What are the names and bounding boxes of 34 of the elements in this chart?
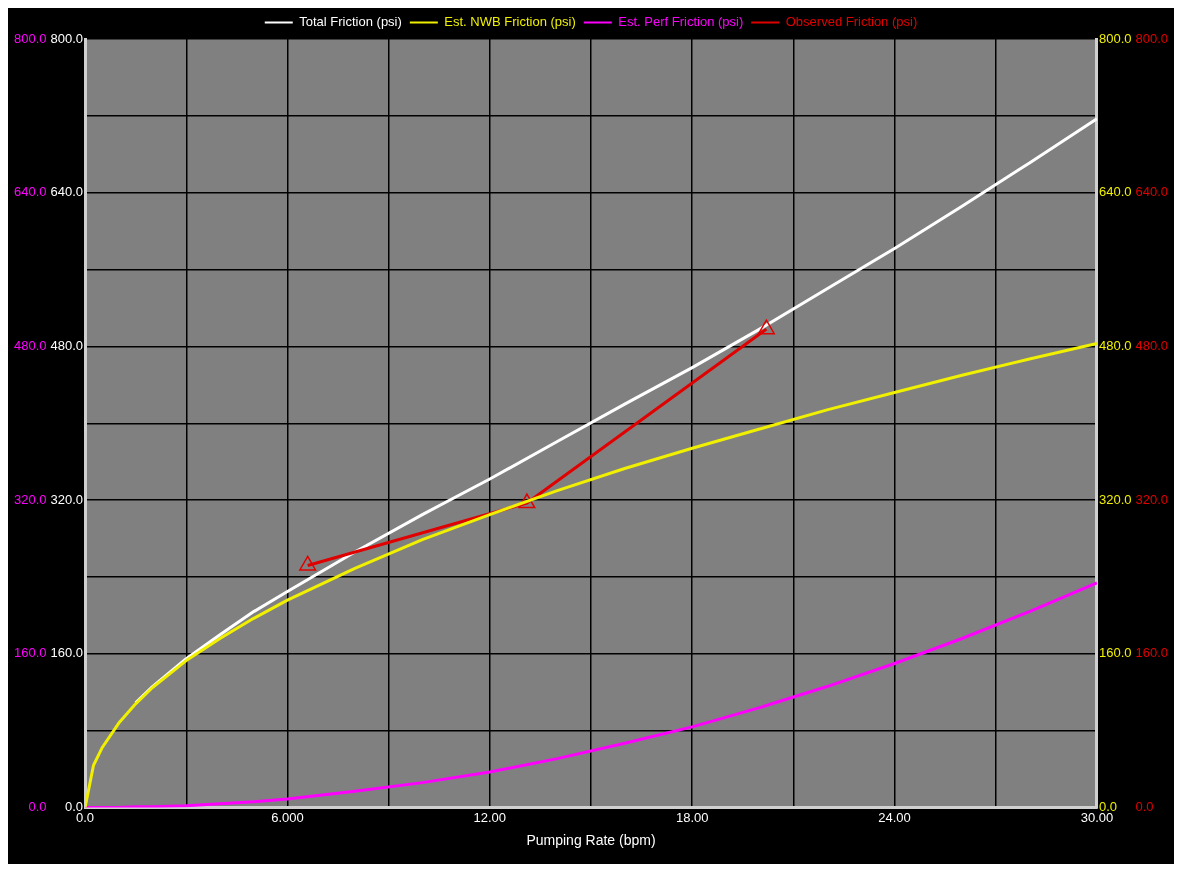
point	[518, 493, 536, 509]
y2-tick-label: 320.0	[1098, 491, 1132, 507]
y2-tick-label: 160.0	[1098, 645, 1132, 661]
y-tick-label: 160.0	[50, 645, 84, 661]
y2-tick-label: 640.0	[1098, 184, 1132, 200]
point	[757, 319, 775, 335]
y3-tick-label: 640.0	[13, 184, 47, 200]
text: 0.0	[1135, 799, 1154, 815]
legend-label: Est. Perf Friction (psi)	[618, 14, 744, 30]
text: 160.0	[1135, 645, 1169, 661]
x-tick-label: 6.000	[271, 809, 304, 825]
x-tick-label: 12.00	[473, 809, 507, 825]
y-tick-label: 480.0	[50, 338, 84, 354]
legend-label: Observed Friction (psi)	[785, 14, 918, 30]
text: 640.0	[1135, 184, 1169, 200]
x-tick-label: 18.00	[675, 809, 709, 825]
y2-tick-label: 800.0	[1098, 30, 1132, 46]
text: 320.0	[1135, 491, 1169, 507]
y-tick-label: 640.0	[50, 184, 84, 200]
x-axis-title: Pumping Rate (bpm)	[526, 832, 656, 849]
text: 800.0	[1135, 30, 1169, 46]
y2-tick-label: 480.0	[1098, 338, 1132, 354]
y-tick-label: 800.0	[50, 30, 84, 46]
legend-label: Total Friction (psi)	[299, 14, 402, 30]
legend-label: Est. NWB Friction (psi)	[444, 14, 576, 30]
text: 480.0	[1135, 338, 1169, 354]
y3-tick-label: 160.0	[13, 645, 47, 661]
y3-tick-label: 480.0	[13, 338, 47, 354]
y3-tick-label: 800.0	[13, 30, 47, 46]
x-tick-label: 24.00	[878, 809, 911, 825]
point	[299, 555, 317, 571]
y3-tick-label: 0.0	[28, 799, 47, 815]
y-tick-label: 320.0	[50, 491, 84, 507]
y3-tick-label: 320.0	[13, 491, 47, 507]
